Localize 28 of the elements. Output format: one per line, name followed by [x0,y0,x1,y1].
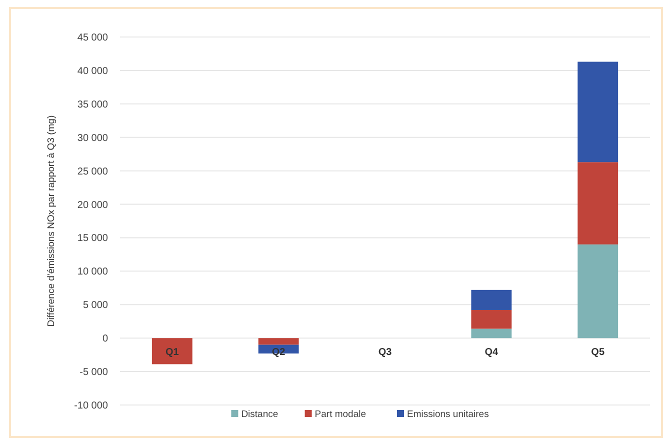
bar [578,162,618,244]
bar [471,290,512,310]
y-tick-label: 5 000 [82,300,108,312]
y-tick-label: -5 000 [80,367,108,378]
bar [578,244,618,338]
y-tick-label: 20 000 [77,200,108,211]
bar [578,62,618,162]
x-tick-label: Q3 [378,347,392,358]
bar [258,338,299,345]
y-tick-label: 35 000 [77,99,108,110]
y-tick-label: 25 000 [77,166,108,178]
legend-label: Part modale [314,409,366,420]
bar [471,310,512,329]
y-axis-title: Différence d'émissions NOx par rapport à Q3 (mg) [46,115,57,327]
x-tick-label: Q4 [484,347,499,358]
y-tick-label: 45 000 [77,32,108,44]
y-tick-label: 30 000 [77,132,108,144]
x-tick-label: Q1 [165,347,180,358]
legend-label: Distance [241,409,278,420]
y-tick-label: -10 000 [74,400,108,412]
legend-label: Emissions unitaires [407,409,490,420]
y-tick-label: 10 000 [77,266,108,278]
y-tick-label: 40 000 [77,66,108,77]
y-tick-label: 15 000 [77,233,108,244]
bar [152,338,192,364]
y-tick-label: 0 [102,334,108,345]
x-tick-label: Q5 [591,347,605,358]
bar [471,328,512,338]
